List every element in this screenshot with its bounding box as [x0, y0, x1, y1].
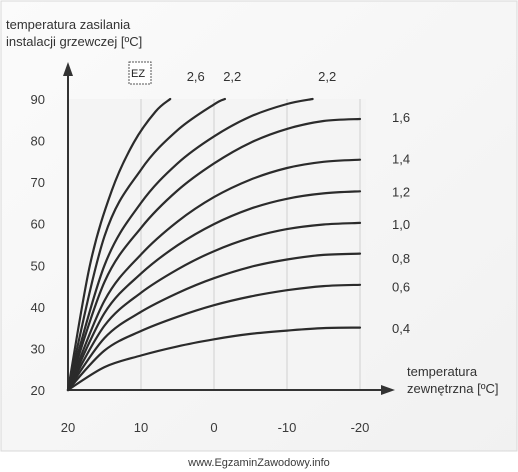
slope-label-top: 2,2 — [223, 69, 241, 84]
x-tick-label: -20 — [351, 420, 370, 435]
y-tick-label: 50 — [31, 258, 45, 273]
logo-stamp: EZ — [128, 61, 152, 85]
slope-label: 0,4 — [392, 321, 410, 336]
y-tick-label: 30 — [31, 341, 45, 356]
watermark-text: www.EgzaminZawodowy.info — [187, 457, 330, 469]
x-axis-title-line1: temperatura — [407, 364, 478, 379]
x-tick-labels: 20 10 0 -10 -20 — [61, 420, 370, 435]
y-axis-title-line2: instalacji grzewczej [ºC] — [6, 34, 142, 49]
x-tick-label: -10 — [278, 420, 297, 435]
slope-label-top: 2,2 — [318, 69, 336, 84]
plot-area — [68, 99, 366, 389]
y-axis-title-line1: temperatura zasilania — [6, 17, 131, 32]
y-tick-label: 20 — [31, 383, 45, 398]
curve-1-0 — [66, 221, 362, 392]
x-tick-label: 20 — [61, 420, 75, 435]
slope-label: 1,4 — [392, 151, 410, 166]
x-axis-arrow — [381, 385, 395, 395]
y-tick-labels: 20 30 40 50 60 70 80 90 — [31, 92, 45, 398]
curve-1-4 — [66, 158, 362, 392]
curve-slope-labels-right: 1,6 1,4 1,2 1,0 0,8 0,6 0,4 — [392, 110, 410, 336]
y-tick-label: 70 — [31, 175, 45, 190]
slope-label: 1,2 — [392, 184, 410, 199]
heating-curves — [66, 97, 362, 392]
vertical-gridlines — [140, 99, 361, 390]
curve-0-6 — [66, 283, 362, 392]
curve-2-2 — [66, 97, 226, 392]
curve-1-6 — [66, 117, 362, 392]
y-tick-label: 40 — [31, 300, 45, 315]
slope-label: 0,6 — [392, 279, 410, 294]
x-tick-label: 10 — [134, 420, 148, 435]
logo-text: EZ — [131, 68, 145, 80]
x-axis-title-line2: zewnętrzna [ºC] — [407, 381, 498, 396]
curve-1-2 — [66, 190, 362, 392]
y-axis-arrow — [63, 62, 73, 76]
curve-0-4 — [66, 326, 362, 392]
x-tick-label: 0 — [210, 420, 217, 435]
y-tick-label: 90 — [31, 92, 45, 107]
slope-label-top: 2,6 — [187, 69, 205, 84]
y-tick-label: 80 — [31, 134, 45, 149]
curve-0-8 — [66, 252, 362, 392]
curve-2-6 — [66, 97, 172, 392]
curve-2-2 — [66, 97, 314, 392]
slope-label: 0,8 — [392, 251, 410, 266]
slope-label: 1,6 — [392, 110, 410, 125]
curve-slope-labels-top: 2,6 2,2 2,2 — [187, 69, 336, 84]
y-tick-label: 60 — [31, 217, 45, 232]
slope-label: 1,0 — [392, 217, 410, 232]
